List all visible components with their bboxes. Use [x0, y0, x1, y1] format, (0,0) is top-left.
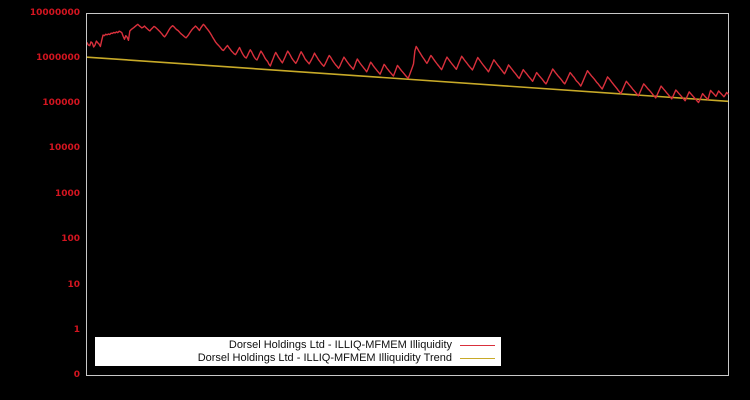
illiquidity-line [87, 23, 729, 104]
y-tick-label: 1000000 [36, 53, 80, 63]
plot-area [86, 13, 729, 376]
legend-item-trend: Dorsel Holdings Ltd - ILLIQ-MFMEM Illiqu… [198, 351, 495, 365]
y-tick-label: 1000 [54, 189, 80, 199]
y-tick-label: 100 [61, 234, 80, 244]
series-canvas [87, 23, 729, 104]
legend: Dorsel Holdings Ltd - ILLIQ-MFMEM Illiqu… [95, 337, 501, 366]
y-tick-label: 0 [73, 370, 80, 380]
legend-swatch-icon [460, 357, 495, 359]
legend-item-illiquidity: Dorsel Holdings Ltd - ILLIQ-MFMEM Illiqu… [229, 338, 495, 352]
legend-swatch-icon [460, 344, 495, 346]
trend-line [87, 56, 729, 103]
y-tick-label: 10 [67, 280, 80, 290]
y-tick-label: 10000 [48, 143, 80, 153]
y-axis-tick-labels: 10000000 1000000 100000 10000 1000 100 1… [0, 0, 80, 400]
y-tick-label: 1 [73, 325, 80, 335]
y-tick-label: 100000 [42, 98, 80, 108]
y-tick-label: 10000000 [29, 8, 80, 18]
legend-label: Dorsel Holdings Ltd - ILLIQ-MFMEM Illiqu… [228, 338, 452, 351]
legend-label: Dorsel Holdings Ltd - ILLIQ-MFMEM Illiqu… [197, 351, 452, 364]
